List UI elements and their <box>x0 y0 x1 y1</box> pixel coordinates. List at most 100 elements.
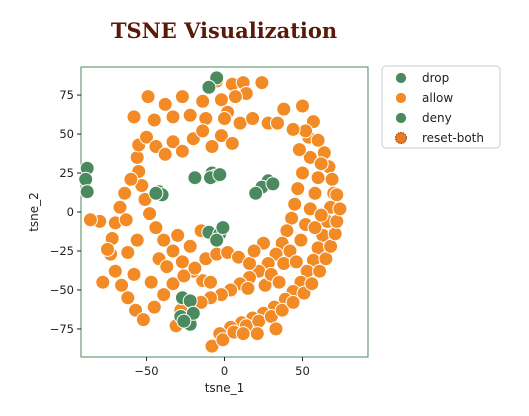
point-allow-7 <box>195 93 211 109</box>
point-allow-96 <box>213 128 229 144</box>
legend-marker-reset-both <box>395 132 407 144</box>
point-allow-162 <box>217 111 232 126</box>
point-allow-151 <box>268 321 284 337</box>
point-deny-12 <box>148 185 164 201</box>
point-allow-12 <box>146 112 162 128</box>
y-tick-label: −50 <box>50 283 74 297</box>
point-allow-92 <box>174 143 190 159</box>
y-tick-label: −25 <box>50 244 74 258</box>
point-allow-17 <box>232 115 248 131</box>
point-allow-60 <box>329 187 345 203</box>
point-allow-50 <box>274 302 290 318</box>
point-allow-146 <box>307 185 323 201</box>
point-deny-5 <box>187 170 203 186</box>
point-allow-94 <box>195 123 211 139</box>
point-allow-147 <box>310 170 326 186</box>
point-allow-20 <box>276 101 292 117</box>
point-deny-17 <box>182 293 198 309</box>
point-allow-160 <box>285 121 301 137</box>
point-deny-25 <box>215 220 231 236</box>
point-allow-126 <box>170 227 186 243</box>
point-allow-109 <box>146 299 162 315</box>
point-allow-143 <box>293 232 309 248</box>
point-allow-100 <box>112 199 128 215</box>
point-allow-15 <box>198 111 214 126</box>
point-allow-136 <box>240 280 256 296</box>
legend-label-allow: allow <box>422 91 453 105</box>
point-allow-157 <box>246 243 262 259</box>
point-allow-51 <box>285 294 301 310</box>
point-allow-127 <box>182 238 198 254</box>
point-allow-54 <box>312 263 328 279</box>
point-allow-9 <box>157 96 173 112</box>
point-allow-110 <box>156 287 172 303</box>
points-layer <box>78 70 348 354</box>
point-allow-131 <box>118 212 134 228</box>
point-allow-152 <box>249 326 265 342</box>
point-allow-105 <box>114 277 130 293</box>
point-allow-48 <box>251 313 267 329</box>
point-allow-122 <box>120 245 136 260</box>
point-allow-45 <box>215 332 231 348</box>
point-allow-108 <box>135 312 151 328</box>
point-allow-90 <box>157 146 173 162</box>
legend-label-deny: deny <box>422 111 452 125</box>
point-allow-65 <box>284 210 300 226</box>
point-allow-11 <box>126 109 142 125</box>
point-allow-3 <box>254 75 270 91</box>
chart-title: TSNE Visualization <box>111 18 337 43</box>
point-deny-2 <box>79 184 95 200</box>
point-allow-8 <box>174 89 190 105</box>
y-axis-label: tsne_2 <box>27 192 41 232</box>
point-allow-106 <box>120 290 136 306</box>
point-allow-120 <box>82 212 98 228</box>
point-allow-80 <box>156 232 172 248</box>
point-allow-104 <box>107 263 123 279</box>
point-allow-27 <box>324 171 340 187</box>
point-allow-130 <box>95 274 111 290</box>
point-allow-118 <box>242 256 257 271</box>
point-allow-10 <box>140 89 156 105</box>
point-allow-129 <box>126 266 142 282</box>
point-allow-14 <box>182 107 198 123</box>
point-allow-121 <box>100 241 115 257</box>
point-allow-57 <box>327 226 343 242</box>
point-allow-91 <box>165 134 181 150</box>
point-deny-15 <box>265 176 281 192</box>
point-allow-6 <box>213 92 229 108</box>
plot-area <box>78 66 369 358</box>
legend-frame <box>381 65 501 149</box>
point-allow-88 <box>139 129 154 145</box>
x-tick-label: 0 <box>221 364 228 378</box>
legend: drop allow deny reset-both <box>381 65 501 149</box>
point-allow-148 <box>313 156 329 172</box>
point-deny-9 <box>212 167 228 183</box>
point-allow-53 <box>304 276 320 292</box>
point-allow-150 <box>313 207 329 223</box>
point-allow-153 <box>235 326 251 342</box>
point-allow-132 <box>143 274 159 290</box>
point-allow-140 <box>276 256 292 271</box>
point-allow-5 <box>227 89 243 105</box>
legend-label-drop: drop <box>422 71 449 85</box>
legend-marker-drop <box>395 72 407 84</box>
point-allow-97 <box>224 135 240 151</box>
point-allow-62 <box>295 165 310 181</box>
legend-marker-deny <box>395 112 407 124</box>
y-axis-ticks: 75 50 25 0 −25 −50 −75 <box>50 88 81 336</box>
point-allow-139 <box>271 274 287 290</box>
point-allow-161 <box>270 115 285 131</box>
point-allow-158 <box>291 142 307 158</box>
point-allow-24 <box>310 132 326 148</box>
point-deny-21 <box>176 313 192 329</box>
point-allow-56 <box>323 238 339 254</box>
point-allow-111 <box>165 276 181 292</box>
point-allow-113 <box>187 260 203 276</box>
point-allow-86 <box>129 149 145 165</box>
point-allow-18 <box>245 111 261 126</box>
point-allow-64 <box>287 196 303 212</box>
point-allow-142 <box>288 254 304 270</box>
y-tick-label: 75 <box>59 88 74 102</box>
x-axis-ticks: −50 0 50 <box>134 357 310 378</box>
